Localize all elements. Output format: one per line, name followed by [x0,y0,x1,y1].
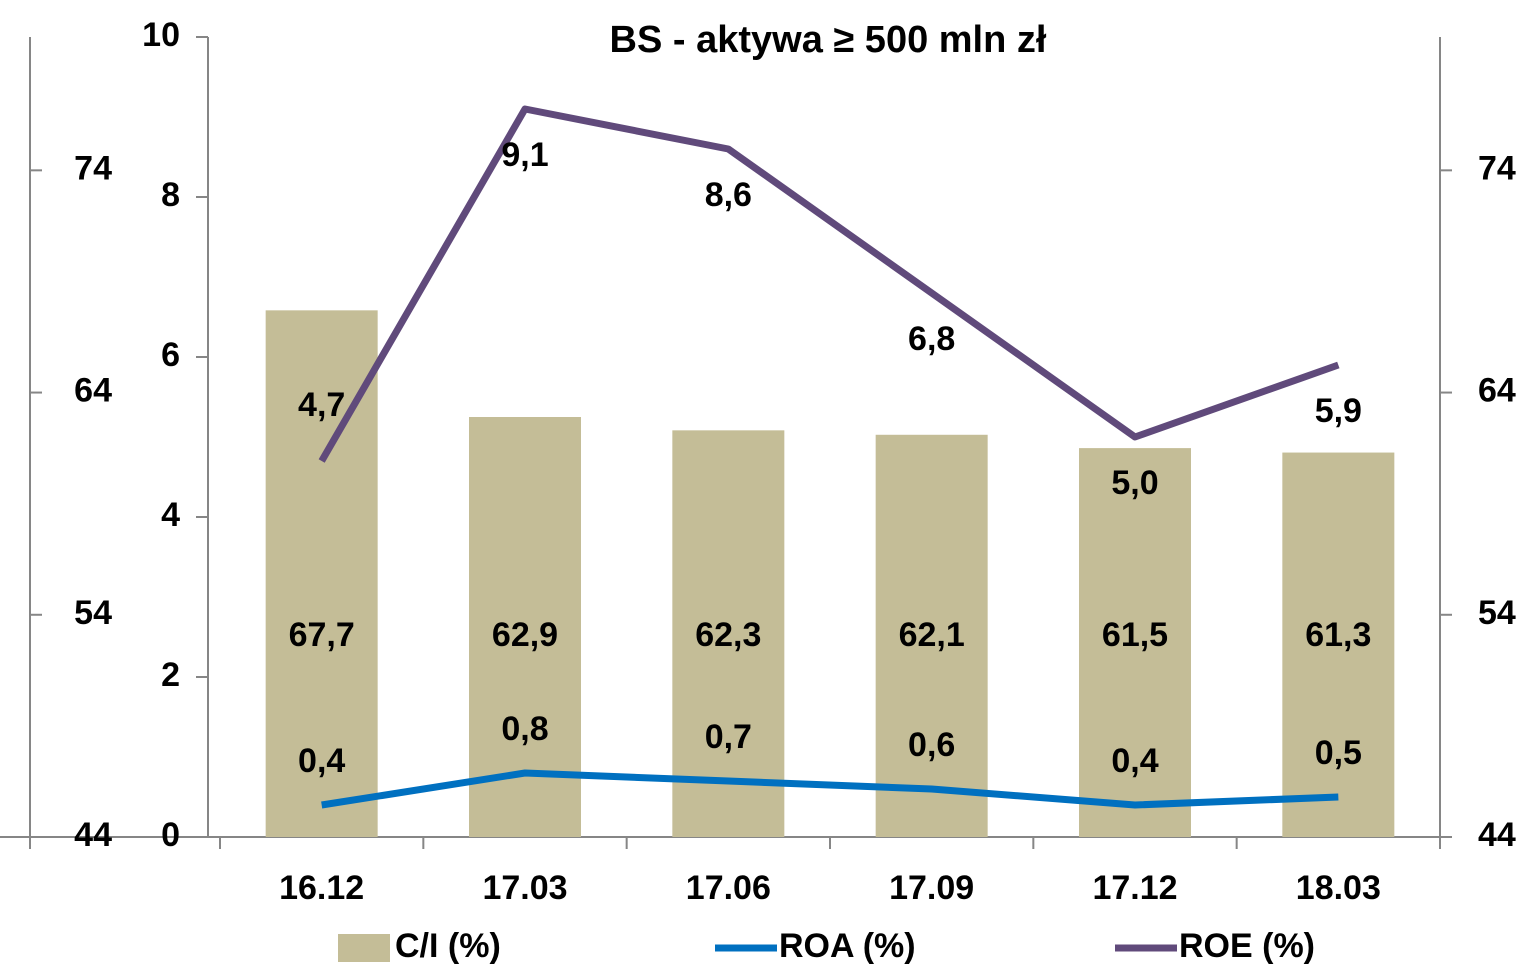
bar-value-label: 62,9 [492,616,558,654]
line-value-label: 8,6 [705,176,752,214]
y2-left-tick-label: 74 [74,149,112,187]
y2-left-tick-label: 44 [74,816,112,854]
line-value-label: 0,8 [501,710,548,748]
line [321,769,1339,809]
x-tick-label: 17.06 [686,869,771,907]
legend-label: ROE (%) [1179,927,1315,965]
line-value-label: 6,8 [908,320,955,358]
y-tick-label: 4 [161,496,180,534]
line-value-label: 5,0 [1111,464,1158,502]
x-tick-label: 17.09 [889,869,974,907]
y2-tick-label: 64 [1478,372,1516,410]
bar-value-label: 67,7 [289,616,355,654]
legend-label: C/I (%) [395,927,501,965]
y2-tick-label: 44 [1478,816,1516,854]
bar [1282,452,1395,837]
y-tick-label: 2 [161,656,180,694]
y-tick-label: 8 [161,176,180,214]
y2-left-tick-label: 64 [74,372,112,410]
x-tick-label: 18.03 [1296,869,1381,907]
line-value-label: 5,9 [1315,392,1362,430]
legend-label: ROA (%) [779,927,916,965]
x-tick-label: 17.12 [1092,869,1177,907]
line-value-label: 0,5 [1315,734,1362,772]
legend-swatch [338,934,390,962]
line [318,105,1340,463]
x-tick-label: 17.03 [482,869,567,907]
bar-value-label: 61,5 [1102,616,1168,654]
y2-tick-label: 54 [1478,594,1516,632]
y2-tick-label: 74 [1478,149,1516,187]
bar [1079,448,1191,837]
line-value-label: 0,6 [908,726,955,764]
line-value-label: 0,4 [1111,742,1158,780]
bar-value-label: 61,3 [1305,616,1371,654]
bar [875,434,988,837]
bar-value-label: 62,3 [695,616,761,654]
line-value-label: 9,1 [501,136,548,174]
y-tick-label: 10 [142,16,180,54]
line-value-label: 4,7 [298,386,345,424]
line-value-label: 0,7 [705,718,752,756]
bar [672,430,785,837]
bar [469,417,581,837]
chart-title: BS - aktywa ≥ 500 mln zł [610,19,1047,61]
y2-left-tick-label: 54 [74,594,112,632]
y-tick-label: 6 [161,336,180,374]
bar-value-label: 62,1 [899,616,965,654]
line-value-label: 0,4 [298,742,345,780]
x-tick-label: 16.12 [279,869,364,907]
y-tick-label: 0 [161,816,180,854]
